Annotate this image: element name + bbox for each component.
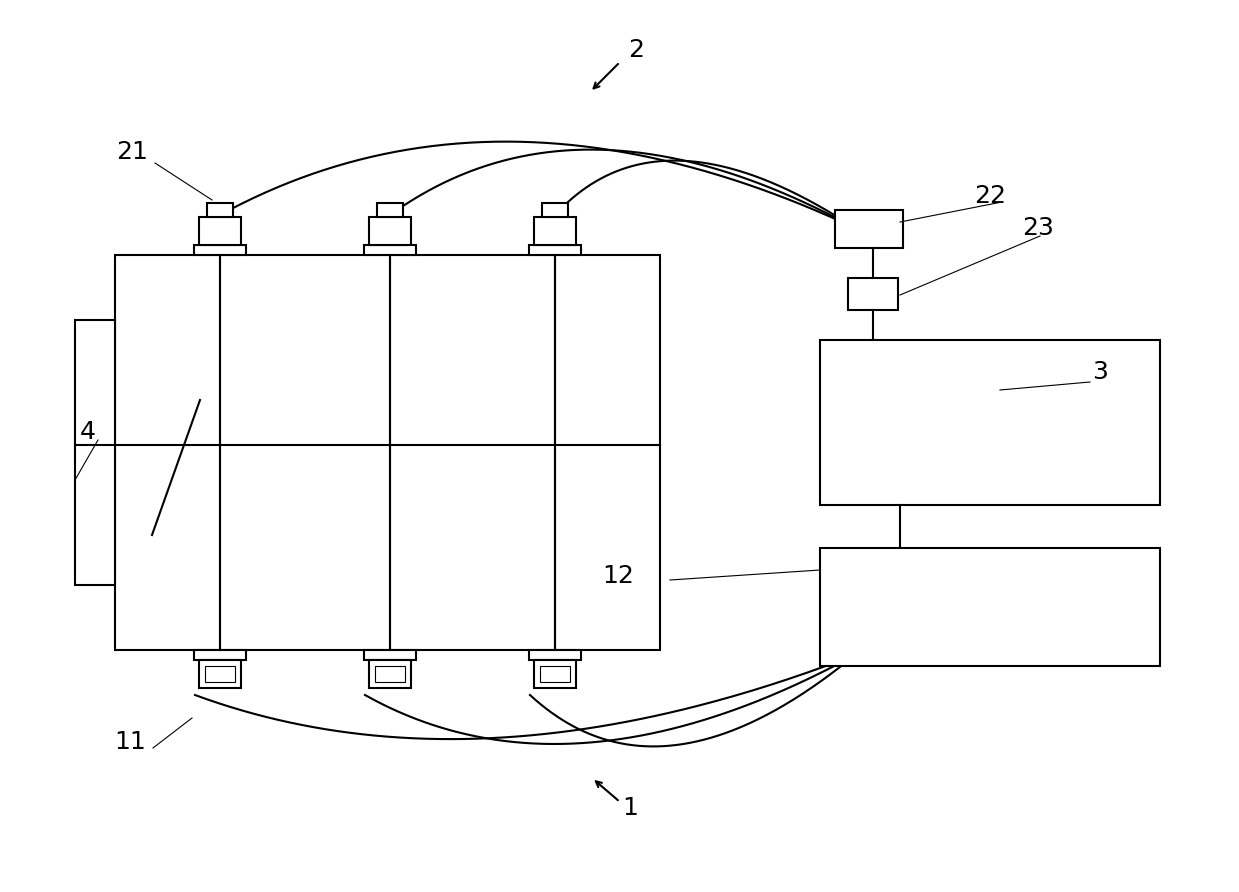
Bar bbox=[835, 210, 903, 248]
Bar bbox=[847, 278, 898, 310]
Bar bbox=[529, 245, 581, 255]
Bar bbox=[195, 245, 247, 255]
Text: 1: 1 bbox=[622, 796, 638, 820]
Bar bbox=[820, 548, 1160, 666]
Bar bbox=[364, 650, 416, 660]
Bar bbox=[375, 666, 405, 682]
Bar bbox=[199, 660, 242, 688]
Bar bbox=[541, 203, 567, 217]
Bar bbox=[820, 340, 1160, 505]
Bar bbox=[207, 203, 233, 217]
Text: 3: 3 bbox=[1092, 360, 1108, 384]
Bar bbox=[115, 255, 660, 650]
Bar bbox=[76, 320, 115, 585]
Bar bbox=[204, 666, 235, 682]
Text: 23: 23 bbox=[1022, 216, 1054, 240]
Bar bbox=[369, 660, 411, 688]
Bar bbox=[540, 666, 570, 682]
Text: 11: 11 bbox=[114, 730, 146, 754]
Text: 12: 12 bbox=[602, 564, 634, 588]
Bar bbox=[529, 650, 581, 660]
Bar bbox=[364, 245, 416, 255]
Bar bbox=[199, 217, 242, 245]
Text: 2: 2 bbox=[628, 38, 644, 62]
Text: 4: 4 bbox=[81, 420, 95, 444]
Bar bbox=[534, 660, 576, 688]
Bar bbox=[195, 650, 247, 660]
Bar bbox=[534, 217, 576, 245]
Bar bbox=[377, 203, 403, 217]
Text: 21: 21 bbox=[116, 140, 147, 164]
Text: 22: 22 bbox=[974, 184, 1006, 208]
Bar bbox=[369, 217, 411, 245]
